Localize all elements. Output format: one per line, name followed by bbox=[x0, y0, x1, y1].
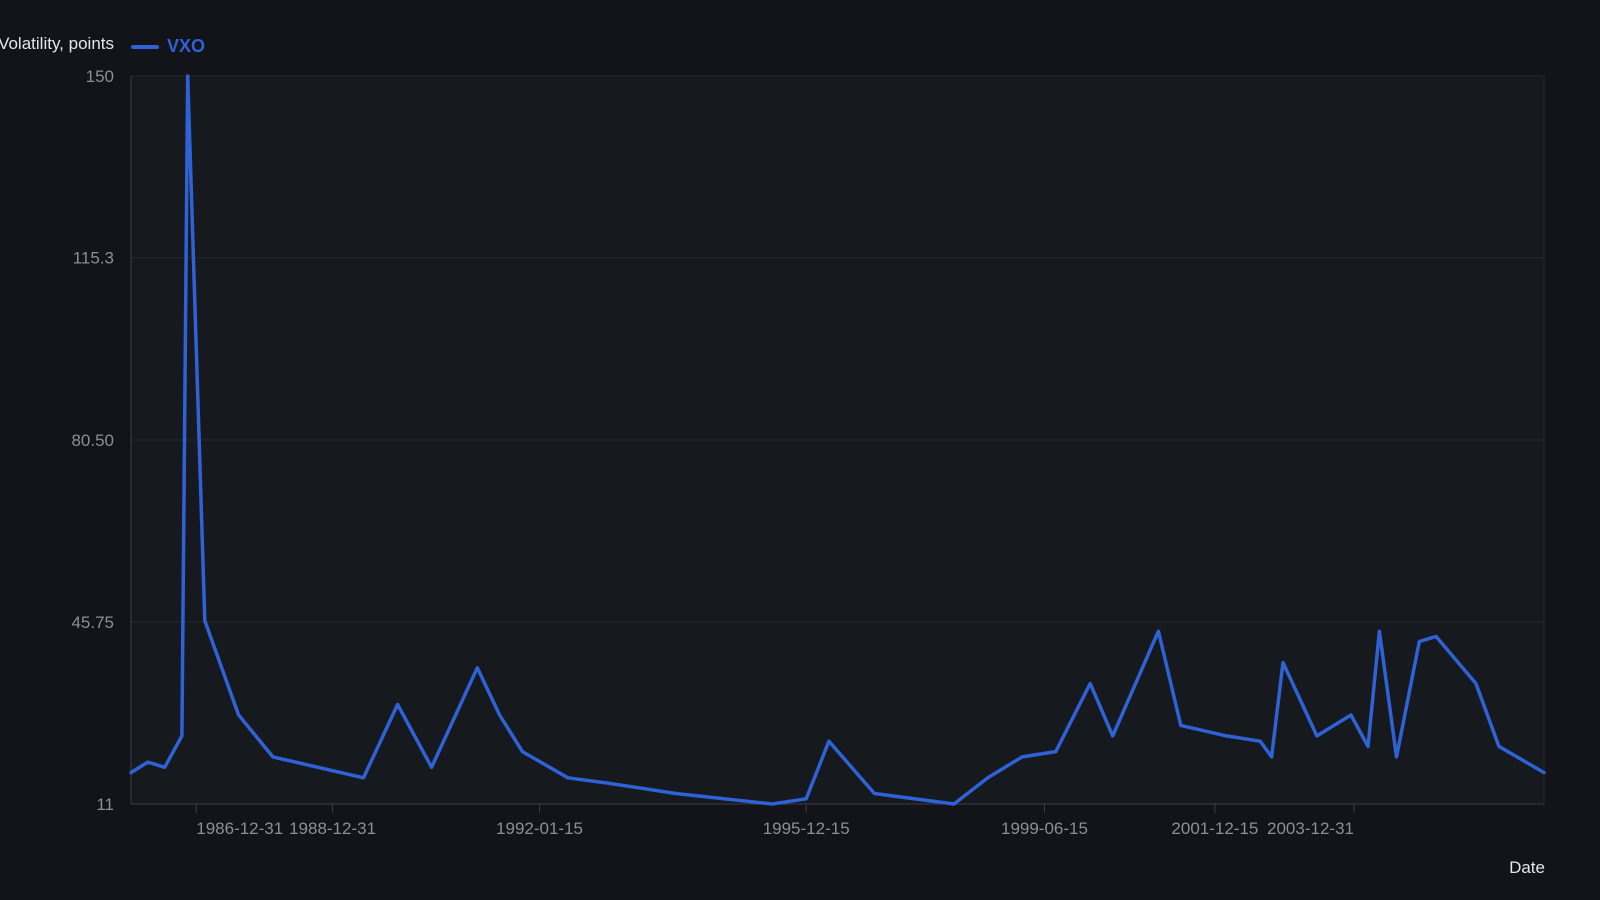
x-tick-label: 1995-12-15 bbox=[763, 819, 850, 838]
x-tick-label: 1992-01-15 bbox=[496, 819, 583, 838]
y-tick-label: 150 bbox=[86, 67, 114, 86]
y-tick-label: 45.75 bbox=[71, 613, 114, 632]
series-line-vxo bbox=[129, 74, 1546, 806]
x-tick-label: 2003-12-31 bbox=[1267, 819, 1354, 838]
x-tick-label: 1986-12-31 bbox=[196, 819, 283, 838]
x-tick-label: 2001-12-15 bbox=[1171, 819, 1258, 838]
legend-item-vxo[interactable]: VXO bbox=[131, 36, 205, 57]
x-tick-label: 1988-12-31 bbox=[289, 819, 376, 838]
x-axis-title: Date bbox=[1509, 858, 1545, 877]
y-tick-label: 11 bbox=[96, 795, 114, 814]
legend-label: VXO bbox=[167, 36, 206, 56]
y-tick-label: 115.3 bbox=[73, 249, 114, 268]
x-tick-label: 1999-06-15 bbox=[1001, 819, 1088, 838]
y-axis-title: Volatility, points bbox=[0, 34, 114, 53]
legend-swatch bbox=[131, 44, 159, 49]
y-tick-label: 80.50 bbox=[71, 431, 114, 450]
